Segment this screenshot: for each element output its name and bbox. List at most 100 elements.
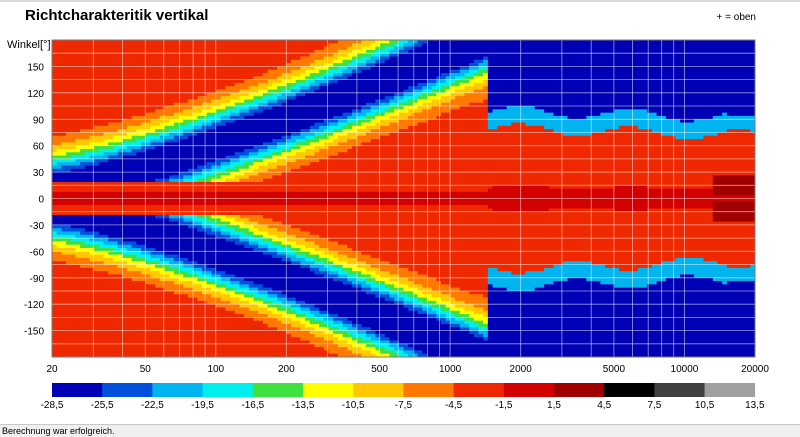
heatmap-cell [544, 69, 550, 74]
heatmap-cell [211, 122, 217, 127]
heatmap-cell [684, 102, 690, 107]
heatmap-cell [722, 106, 728, 110]
heatmap-cell [253, 135, 259, 140]
heatmap-cell [661, 92, 667, 97]
heatmap-cell [525, 125, 531, 130]
heatmap-cell [440, 56, 447, 61]
heatmap-cell [197, 148, 203, 153]
heatmap-cell [75, 122, 81, 127]
heatmap-cell [562, 59, 568, 64]
heatmap-cell [384, 76, 390, 81]
heatmap-cell [717, 92, 723, 97]
heatmap-cell [689, 76, 695, 81]
heatmap-cell [84, 115, 90, 120]
heatmap-cell [670, 56, 676, 61]
heatmap-cell [225, 59, 231, 64]
heatmap-cell [600, 69, 606, 74]
heatmap-cell [473, 135, 479, 140]
heatmap-cell [586, 59, 592, 64]
heatmap-cell [628, 122, 634, 127]
heatmap-cell [572, 92, 578, 97]
heatmap-cell [244, 53, 250, 57]
heatmap-cell [122, 142, 128, 147]
heatmap-cell [680, 89, 686, 94]
heatmap-cell [412, 132, 418, 137]
heatmap-cell [562, 135, 568, 140]
heatmap-cell [628, 82, 634, 87]
heatmap-cell [408, 40, 414, 44]
heatmap-cell [267, 63, 273, 67]
heatmap-cell [440, 92, 447, 97]
heatmap-cell [141, 53, 147, 57]
heatmap-cell [642, 145, 648, 150]
heatmap-cell [80, 66, 86, 71]
heatmap-cell [300, 79, 306, 84]
heatmap-cell [206, 53, 212, 57]
heatmap-cell [239, 89, 245, 94]
heatmap-cell [534, 102, 540, 107]
heatmap-cell [590, 69, 597, 74]
heatmap-cell [216, 145, 222, 150]
heatmap-cell [164, 135, 170, 140]
heatmap-cell [740, 99, 747, 104]
heatmap-cell [286, 40, 292, 44]
heatmap-cell [445, 43, 451, 47]
heatmap-cell [347, 43, 353, 47]
heatmap-cell [586, 112, 592, 117]
heatmap-cell [464, 43, 470, 47]
heatmap-cell [61, 96, 67, 100]
heatmap-cell [689, 99, 695, 104]
heatmap-cell [394, 142, 400, 147]
heatmap-cell [173, 96, 179, 100]
heatmap-cell [375, 129, 381, 133]
heatmap-cell [258, 86, 264, 90]
heatmap-cell [412, 49, 418, 54]
heatmap-cell [192, 66, 198, 71]
heatmap-cell [520, 40, 526, 44]
heatmap-cell [159, 59, 165, 64]
heatmap-cell [145, 132, 151, 137]
heatmap-cell [426, 122, 433, 127]
heatmap-cell [201, 112, 208, 117]
heatmap-cell [225, 115, 231, 120]
heatmap-cell [661, 129, 667, 133]
heatmap-cell [173, 129, 179, 133]
heatmap-cell [258, 102, 264, 107]
heatmap-cell [239, 106, 245, 110]
heatmap-cell [375, 139, 381, 143]
heatmap-cell [708, 129, 714, 133]
heatmap-cell [258, 92, 264, 97]
heatmap-cell [337, 40, 343, 44]
heatmap-cell [108, 79, 114, 84]
heatmap-cell [323, 122, 329, 127]
heatmap-cell [708, 79, 714, 84]
heatmap-cell [464, 40, 470, 44]
heatmap-cell [220, 129, 226, 133]
heatmap-cell [398, 106, 404, 110]
heatmap-cell [403, 86, 409, 90]
heatmap-cell [750, 63, 756, 67]
heatmap-cell [586, 82, 592, 87]
heatmap-cell [220, 53, 226, 57]
heatmap-cell [89, 59, 95, 64]
heatmap-cell [628, 86, 634, 90]
heatmap-cell [122, 129, 128, 133]
heatmap-cell [455, 122, 461, 127]
heatmap-cell [220, 63, 226, 67]
heatmap-cell [595, 89, 601, 94]
heatmap-cell [145, 49, 151, 54]
heatmap-cell [750, 59, 756, 64]
heatmap-cell [155, 79, 161, 84]
heatmap-cell [684, 96, 690, 100]
heatmap-cell [464, 53, 470, 57]
heatmap-cell [230, 79, 236, 84]
heatmap-cell [422, 96, 428, 100]
heatmap-cell [445, 89, 451, 94]
heatmap-cell [426, 73, 433, 77]
heatmap-cell [530, 102, 536, 107]
heatmap-cell [506, 139, 512, 143]
heatmap-cell [445, 86, 451, 90]
heatmap-cell [61, 142, 67, 147]
heatmap-cell [262, 86, 268, 90]
